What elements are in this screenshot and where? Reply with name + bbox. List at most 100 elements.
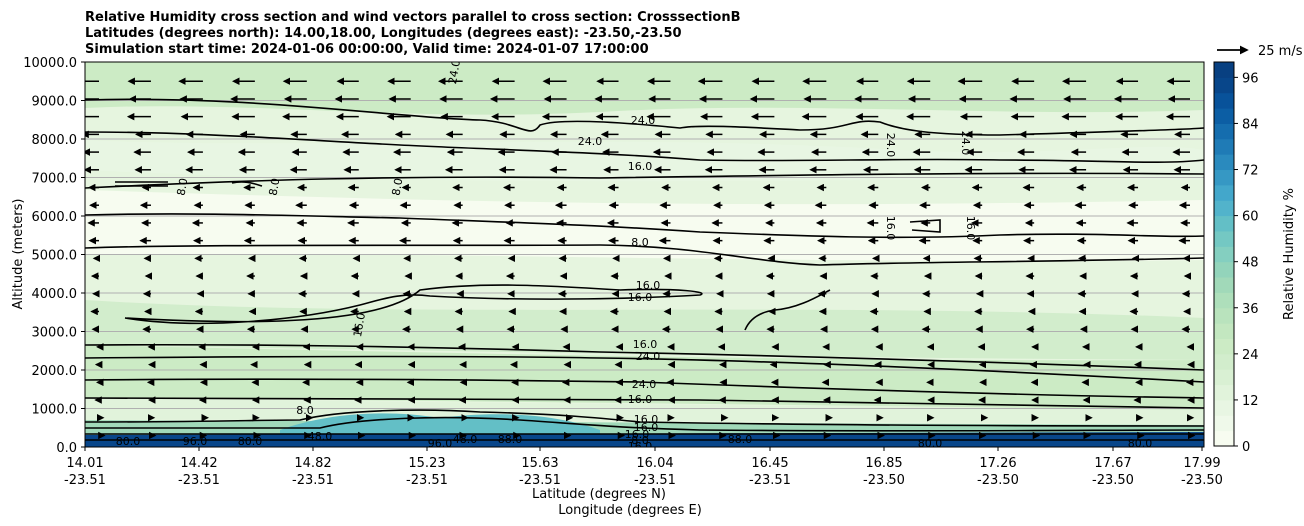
- contour-line-1: [85, 131, 1204, 164]
- contour-line-7: [85, 355, 1204, 383]
- contour-label-19: 16.0: [625, 428, 650, 441]
- colorbar-level-17: [1214, 169, 1234, 186]
- contour-label-11: 16.0: [351, 312, 368, 338]
- contour-label-4: 24.0: [959, 131, 972, 156]
- contour-label-17: 16.0: [628, 393, 653, 406]
- contour-label-18: 16.0: [634, 413, 659, 426]
- colorbar-ticks: 0 12 24 36 48 60 72 84 96: [1234, 71, 1259, 455]
- colorbar-tick-label-6: 72: [1242, 164, 1259, 179]
- contour-label-12: 8.0: [631, 236, 649, 249]
- contour-label-14: 8.0: [267, 177, 283, 196]
- x-tick-lon-3: -23.51: [406, 473, 448, 488]
- colorbar-level-21: [1214, 108, 1234, 124]
- colorbar-level-6: [1214, 338, 1234, 355]
- contour-label-28: 80.0: [1128, 437, 1153, 450]
- colorbar-level-9: [1214, 292, 1234, 309]
- y-tick-label-3: 3000.0: [32, 326, 78, 341]
- contour-label-20: 24.0: [636, 350, 661, 363]
- gridlines: [85, 62, 1204, 447]
- x-tick-lat-8: 17.26: [979, 456, 1016, 471]
- colorbar-label: Relative Humidity %: [1282, 188, 1297, 320]
- y-axis-ticks: 0.0 1000.0 2000.0 3000.0 4000.0 5000.0 6000.0 7…: [23, 56, 85, 456]
- contour-label-1: 24.0: [631, 114, 656, 127]
- x-axis-label-longitude: Longitude (degrees E): [558, 503, 702, 518]
- colorbar-level-15: [1214, 200, 1234, 217]
- contour-line-6: [85, 343, 1204, 371]
- contour-label-27: 80.0: [918, 437, 943, 450]
- contour-label-31: 48.0: [308, 430, 333, 443]
- x-tick-lon-10: -23.50: [1181, 473, 1223, 488]
- contour-line-11: [85, 416, 1204, 432]
- colorbar-level-13: [1214, 230, 1234, 247]
- colorbar-level-1: [1214, 415, 1234, 432]
- colorbar-level-24: [1214, 62, 1234, 78]
- x-tick-lat-7: 16.85: [865, 456, 902, 471]
- colorbar-level-20: [1214, 123, 1234, 140]
- contour-label-6: 16.0: [884, 216, 897, 241]
- contour-label-24: 16.0: [628, 440, 653, 453]
- contour-label-21: 24.0: [632, 378, 657, 391]
- contour-label-7: 16.0: [964, 216, 977, 241]
- colorbar-level-18: [1214, 154, 1234, 171]
- x-tick-lon-4: -23.51: [519, 473, 561, 488]
- contour-label-16: 8.0: [296, 404, 314, 417]
- title-line-1: Relative Humidity cross section and wind…: [85, 10, 741, 25]
- y-tick-label-10: 10000.0: [23, 56, 77, 71]
- colorbar-tick-label-4: 48: [1242, 256, 1259, 271]
- x-tick-lon-1: -23.51: [178, 473, 220, 488]
- colorbar-level-8: [1214, 307, 1234, 324]
- y-tick-label-2: 2000.0: [32, 364, 78, 379]
- x-tick-lat-5: 16.04: [636, 456, 673, 471]
- contour-fragment-0: [115, 181, 168, 187]
- colorbar-tick-label-5: 60: [1242, 210, 1259, 225]
- title-line-3: Simulation start time: 2024-01-06 00:00:…: [85, 42, 649, 57]
- colorbar-level-10: [1214, 277, 1234, 293]
- colorbar-tick-label-8: 96: [1242, 71, 1259, 86]
- contour-fragment-1: [231, 181, 263, 187]
- contour-label-23: 8.0: [631, 434, 649, 447]
- colorbar-frame: [1213, 61, 1235, 447]
- x-tick-lat-10: 17.99: [1183, 456, 1220, 471]
- contour-line-4: [85, 244, 1204, 266]
- y-tick-label-6: 6000.0: [32, 210, 78, 225]
- y-tick-label-1: 1000.0: [32, 403, 78, 418]
- colorbar-level-23: [1214, 77, 1234, 94]
- x-tick-lon-2: -23.51: [292, 473, 334, 488]
- contour-label-3: 24.0: [884, 133, 897, 158]
- colorbar-level-14: [1214, 215, 1234, 232]
- y-tick-label-9: 9000.0: [32, 95, 78, 110]
- colorbar-level-5: [1214, 353, 1234, 370]
- contour-label-29: 96.0: [183, 435, 208, 448]
- colorbar-tick-label-0: 0: [1242, 440, 1250, 455]
- contour-line-5: [124, 284, 703, 325]
- colorbar-tick-label-3: 36: [1242, 302, 1259, 317]
- x-tick-lon-6: -23.51: [749, 473, 791, 488]
- contour-label-15: 8.0: [390, 177, 406, 196]
- x-tick-lat-4: 15.63: [521, 456, 558, 471]
- x-tick-lon-8: -23.50: [977, 473, 1019, 488]
- contour-label-9: 16.0: [636, 279, 661, 292]
- x-tick-lon-7: -23.50: [863, 473, 905, 488]
- x-tick-lon-0: -23.51: [64, 473, 106, 488]
- colorbar-level-11: [1214, 261, 1234, 278]
- colorbar-level-2: [1214, 399, 1234, 416]
- x-tick-lat-3: 15.23: [408, 456, 445, 471]
- colorbar-level-12: [1214, 246, 1234, 263]
- contour-labels: 24.024.024.0 24.0 24.016.016.0 16.016.016.0…: [116, 62, 1153, 453]
- x-tick-lat-0: 14.01: [66, 456, 103, 471]
- contour-line-0: [85, 98, 1204, 136]
- colorbar-tick-label-2: 24: [1242, 348, 1259, 363]
- contour-label-22: 16.0: [634, 421, 659, 434]
- contour-label-5: 16.0: [628, 160, 653, 173]
- contour-label-30: 96.0: [428, 437, 453, 450]
- colorbar-level-0: [1214, 430, 1234, 447]
- y-tick-label-0: 0.0: [56, 441, 77, 456]
- x-tick-lon-5: -23.51: [634, 473, 676, 488]
- colorbar: [1214, 62, 1234, 447]
- y-tick-label-7: 7000.0: [32, 172, 78, 187]
- x-tick-lat-1: 14.42: [180, 456, 217, 471]
- x-tick-lat-9: 17.67: [1094, 456, 1131, 471]
- y-tick-label-4: 4000.0: [32, 287, 78, 302]
- contour-label-25: 80.0: [116, 435, 141, 448]
